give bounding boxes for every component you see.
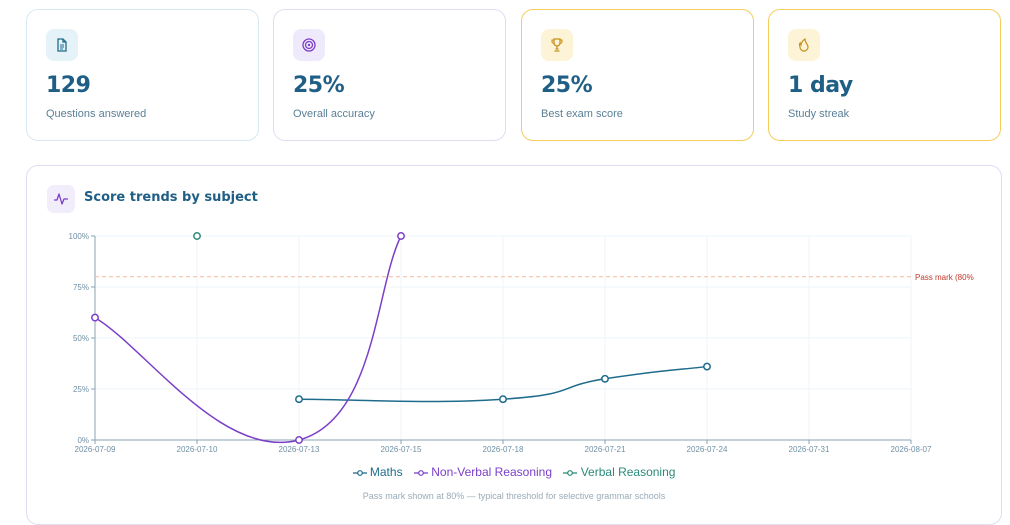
- legend-label: Non-Verbal Reasoning: [431, 465, 553, 479]
- x-tick-label: 2026-07-24: [687, 445, 728, 454]
- data-point-non-verbal-reasoning: [295, 436, 303, 444]
- data-point-maths: [499, 395, 507, 404]
- x-tick-label: 2026-07-18: [483, 445, 524, 454]
- y-tick-label: 50%: [73, 334, 89, 343]
- flame-icon: [788, 29, 820, 61]
- series-line-non-verbal-reasoning: [94, 235, 402, 444]
- stat-value: 25%: [293, 73, 345, 98]
- x-tick-label: 2026-07-15: [381, 445, 422, 454]
- activity-icon: [47, 185, 75, 213]
- stat-value: 1 day: [788, 73, 853, 98]
- y-tick-label: 25%: [73, 385, 89, 394]
- y-tick-label: 100%: [69, 232, 89, 241]
- stat-label: Best exam score: [541, 108, 623, 120]
- stat-label: Overall accuracy: [293, 108, 375, 120]
- stat-value: 25%: [541, 73, 593, 98]
- stat-card-streak: 1 day Study streak: [768, 9, 1001, 141]
- stat-value: 129: [46, 73, 91, 98]
- series-line-maths: [298, 365, 708, 403]
- stat-card-questions: 129 Questions answered: [26, 9, 259, 141]
- trophy-icon: [541, 29, 573, 61]
- stat-label: Study streak: [788, 108, 850, 120]
- x-tick-label: 2026-07-31: [789, 445, 830, 454]
- stat-label: Questions answered: [46, 108, 147, 120]
- pass-mark-label: Pass mark (80%: [915, 273, 974, 282]
- data-point-non-verbal-reasoning: [91, 313, 99, 322]
- legend-item-maths[interactable]: Maths: [352, 465, 403, 479]
- score-trend-chart: 0% 25% 50% 75% 100% 2026-07-09 2026-07-10 2026-…: [69, 232, 974, 454]
- score-trends-panel: Score trends by subject 0% 25% 50% 75% 100% 2…: [26, 165, 1002, 525]
- y-tick-label: 75%: [73, 283, 89, 292]
- legend-item-non-verbal[interactable]: Non-Verbal Reasoning: [413, 465, 553, 479]
- target-icon: [293, 29, 325, 61]
- x-tick-label: 2026-07-13: [279, 445, 320, 454]
- x-tick-label: 2026-07-10: [177, 445, 218, 454]
- x-tick-label: 2026-07-09: [75, 445, 116, 454]
- stat-card-best-score: 25% Best exam score: [521, 9, 754, 141]
- panel-title: Score trends by subject: [84, 190, 258, 205]
- x-tick-label: 2026-08-07: [891, 445, 932, 454]
- data-point-maths: [295, 395, 303, 404]
- document-icon: [46, 29, 78, 61]
- data-point-maths: [601, 374, 609, 383]
- chart-note: Pass mark shown at 80% — typical thresho…: [362, 491, 666, 501]
- stat-card-accuracy: 25% Overall accuracy: [273, 9, 506, 141]
- data-point-maths: [703, 362, 711, 371]
- legend-label: Maths: [369, 465, 403, 479]
- data-point-verbal-reasoning: [193, 232, 201, 240]
- data-point-non-verbal-reasoning: [397, 232, 405, 240]
- chart-legend: Maths Non-Verbal Reasoning Verbal Reason…: [27, 465, 1001, 479]
- legend-item-verbal[interactable]: Verbal Reasoning: [563, 465, 675, 479]
- y-tick-label: 0%: [77, 436, 89, 445]
- x-tick-label: 2026-07-21: [585, 445, 626, 454]
- legend-label: Verbal Reasoning: [580, 465, 676, 479]
